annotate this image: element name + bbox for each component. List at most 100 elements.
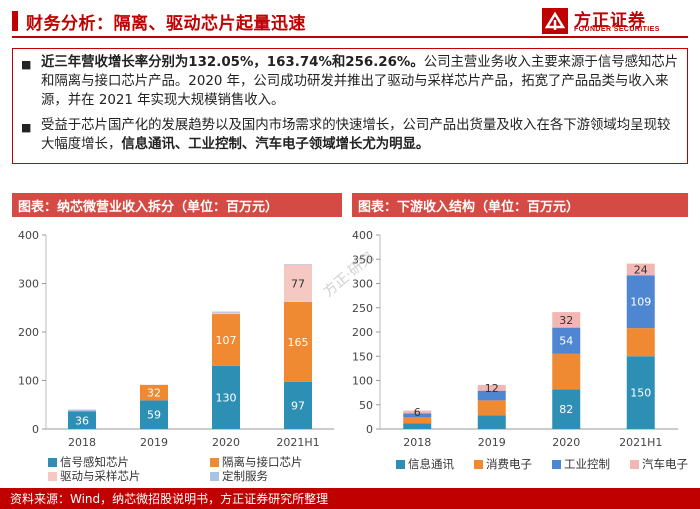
left-chart-title: 图表：纳芯微营业收入拆分（单位：百万元） xyxy=(12,193,342,217)
legend-swatch xyxy=(210,458,219,467)
data-label: 97 xyxy=(291,399,305,412)
source-footer: 资料来源：Wind，纳芯微招股说明书，方正证券研究所整理 xyxy=(0,488,700,509)
data-label: 109 xyxy=(630,296,651,309)
bar-segment xyxy=(68,409,96,412)
page-title: 财务分析：隔离、驱动芯片起量迅速 xyxy=(26,13,306,34)
y-tick-label: 0 xyxy=(366,423,373,436)
bullet-item-1: ■ 近三年营收增长率分别为132.05%，163.74%和256.26%。公司主… xyxy=(21,53,679,110)
logo-text-en: FOUNDER SECURITIES xyxy=(574,26,660,33)
square-bullet-icon: ■ xyxy=(21,58,32,71)
data-label: 150 xyxy=(630,387,651,400)
y-tick-label: 0 xyxy=(32,423,39,436)
y-tick-label: 350 xyxy=(352,253,373,266)
bar-segment xyxy=(477,415,506,429)
data-label: 6 xyxy=(414,406,421,419)
y-tick-label: 200 xyxy=(352,326,373,339)
bar-segment xyxy=(68,411,96,429)
bar-segment xyxy=(140,384,168,401)
bullet-1-rest: 公司主营业务收入主要来源于信号感知芯片和隔离与接口芯片产品。2020 年，公司成… xyxy=(41,55,679,108)
data-label: 12 xyxy=(485,382,499,395)
page-title-bar: 财务分析：隔离、驱动芯片起量迅速 xyxy=(12,10,532,34)
logo-mark-icon xyxy=(542,8,568,34)
y-tick-label: 100 xyxy=(18,375,39,388)
bar-segment xyxy=(626,263,655,276)
bar-segment xyxy=(403,423,432,429)
bar-segment xyxy=(552,389,581,429)
legend-label: 信号感知芯片 xyxy=(60,455,129,469)
y-tick-label: 300 xyxy=(18,278,39,291)
y-tick-label: 400 xyxy=(18,229,39,242)
bar-segment xyxy=(477,400,506,416)
summary-box: ■ 近三年营收增长率分别为132.05%，163.74%和256.26%。公司主… xyxy=(12,48,688,164)
x-tick-label: 2019 xyxy=(140,436,168,449)
legend-swatch xyxy=(210,472,219,481)
revenue-breakdown-chart: 0 100 200 300 400 2018 36 2019 59 32 2020 130 107 202… xyxy=(18,229,334,483)
y-tick-label: 100 xyxy=(352,375,373,388)
logo-text-cn: 方正证券 xyxy=(574,11,646,31)
bar-segment xyxy=(284,264,312,302)
bullet-text-1: 近三年营收增长率分别为132.05%，163.74%和256.26%。公司主营业… xyxy=(41,53,679,110)
legend-label: 隔离与接口芯片 xyxy=(222,455,303,469)
data-label: 24 xyxy=(634,263,648,276)
legend-label: 定制服务 xyxy=(222,469,268,483)
bullet-item-2: ■ 受益于芯片国产化的发展趋势以及国内市场需求的快速增长，公司产品出货量及收入在… xyxy=(21,116,679,154)
bar-segment xyxy=(552,312,581,328)
bar-segment xyxy=(477,390,506,401)
y-tick-label: 50 xyxy=(359,399,373,412)
x-tick-label: 2019 xyxy=(478,436,506,449)
x-tick-label: 2018 xyxy=(68,436,96,449)
y-tick-label: 150 xyxy=(352,350,373,363)
data-label: 130 xyxy=(216,391,237,404)
bar-segment xyxy=(212,365,240,429)
title-divider xyxy=(12,36,688,38)
x-tick-label: 2020 xyxy=(212,436,240,449)
downstream-revenue-chart: 0 50 100 150 200 250 300 350 400 2018 6 2019 12 2020 8… xyxy=(352,229,688,471)
x-tick-label: 2018 xyxy=(403,436,431,449)
y-tick-label: 200 xyxy=(18,326,39,339)
x-tick-label: 2020 xyxy=(552,436,580,449)
square-bullet-icon: ■ xyxy=(21,121,32,134)
legend-label: 信息通讯 xyxy=(408,457,454,471)
bar-segment xyxy=(477,384,506,391)
data-label: 165 xyxy=(288,336,309,349)
bullet-1-bold: 近三年营收增长率分别为132.05%，163.74%和256.26%。 xyxy=(41,55,424,70)
bar-segment xyxy=(403,413,432,418)
bar-segment xyxy=(284,381,312,429)
legend-label: 驱动与采样芯片 xyxy=(60,469,141,483)
bar-segment xyxy=(626,328,655,357)
bar-segment xyxy=(626,356,655,429)
legend-swatch xyxy=(48,458,57,467)
data-label: 107 xyxy=(216,334,237,347)
data-label: 77 xyxy=(291,277,305,290)
bullet-2-bold: 信息通讯、工业控制、汽车电子领域增长尤为明显。 xyxy=(121,137,430,152)
bar-segment xyxy=(284,301,312,382)
y-tick-label: 250 xyxy=(352,302,373,315)
data-label: 32 xyxy=(147,387,161,400)
x-tick-label: 2021H1 xyxy=(276,436,319,449)
founder-securities-logo: 方正证券 FOUNDER SECURITIES xyxy=(540,6,690,36)
legend-swatch xyxy=(48,472,57,481)
bar-segment xyxy=(552,327,581,354)
bar-segment xyxy=(140,400,168,429)
legend-label: 工业控制 xyxy=(564,457,610,471)
legend-swatch xyxy=(396,460,405,469)
legend-swatch xyxy=(552,460,561,469)
data-label: 54 xyxy=(559,335,573,348)
bar-segment xyxy=(552,353,581,390)
data-label: 32 xyxy=(559,314,573,327)
y-tick-label: 300 xyxy=(352,278,373,291)
bullet-text-2: 受益于芯片国产化的发展趋势以及国内市场需求的快速增长，公司产品出货量及收入在各下… xyxy=(41,116,679,154)
bar-segment xyxy=(212,312,240,315)
data-label: 36 xyxy=(75,414,89,427)
legend-swatch xyxy=(474,460,483,469)
legend-swatch xyxy=(630,460,639,469)
x-tick-label: 2021H1 xyxy=(619,436,662,449)
bar-segment xyxy=(403,417,432,424)
data-label: 59 xyxy=(147,409,161,422)
legend-label: 消费电子 xyxy=(486,457,532,471)
bar-segment xyxy=(212,314,240,366)
right-chart-title: 图表：下游收入结构（单位：百万元） xyxy=(352,193,688,217)
bar-segment xyxy=(403,410,432,414)
y-tick-label: 400 xyxy=(352,229,373,242)
bullet-2-pre: 受益于芯片国产化的发展趋势以及国内市场需求的快速增长，公司产品出货量及收入在各下… xyxy=(41,118,671,152)
